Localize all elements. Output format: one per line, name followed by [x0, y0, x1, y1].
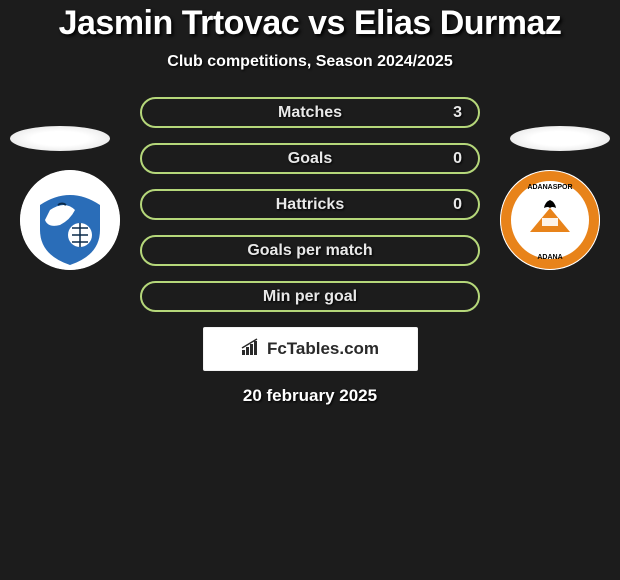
stat-label: Matches	[278, 104, 342, 122]
main-container: Jasmin Trtovac vs Elias Durmaz Club comp…	[0, 0, 620, 406]
stat-row-goals-per-match: Goals per match	[140, 235, 480, 266]
team-badge-right: ADANASPOR ADANA	[500, 170, 600, 270]
stat-row-goals: Goals 0	[140, 143, 480, 174]
stat-value: 0	[453, 150, 462, 168]
stat-label: Goals per match	[247, 242, 372, 260]
stats-list: Matches 3 Goals 0 Hattricks 0 Goals per …	[140, 97, 480, 312]
svg-text:ADANASPOR: ADANASPOR	[527, 184, 572, 191]
stat-label: Goals	[288, 150, 332, 168]
decorative-ellipse-left	[10, 126, 110, 151]
team-badge-left	[20, 170, 120, 270]
adanaspor-logo: ADANASPOR ADANA	[500, 170, 600, 270]
brand-box: FcTables.com	[203, 327, 418, 371]
stat-value: 0	[453, 196, 462, 214]
stat-row-min-per-goal: Min per goal	[140, 281, 480, 312]
stat-row-hattricks: Hattricks 0	[140, 189, 480, 220]
erzurumspor-logo	[20, 170, 120, 270]
decorative-ellipse-right	[510, 126, 610, 151]
svg-text:ADANA: ADANA	[537, 254, 562, 261]
brand-text: FcTables.com	[267, 339, 379, 359]
stat-label: Min per goal	[263, 288, 357, 306]
page-title: Jasmin Trtovac vs Elias Durmaz	[59, 4, 562, 43]
stat-label: Hattricks	[276, 196, 344, 214]
stat-row-matches: Matches 3	[140, 97, 480, 128]
date-text: 20 february 2025	[243, 386, 377, 406]
chart-icon	[241, 338, 263, 361]
subtitle: Club competitions, Season 2024/2025	[167, 53, 452, 71]
stat-value: 3	[453, 104, 462, 122]
